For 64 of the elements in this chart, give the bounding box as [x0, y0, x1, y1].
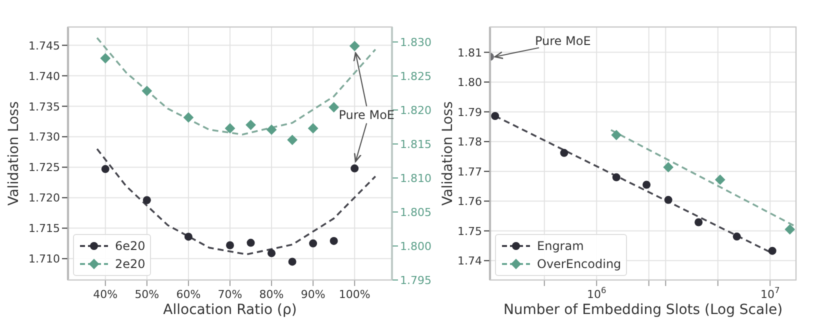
x-axis-title: Number of Embedding Slots (Log Scale): [503, 302, 783, 318]
point: [350, 164, 359, 172]
y-axis-title: Validation Loss: [6, 101, 22, 206]
point: [142, 86, 152, 96]
y-tick-label: 1.745: [28, 39, 60, 52]
y-tick-label: 1.78: [458, 136, 482, 149]
x-tick-label: 70%: [218, 288, 242, 301]
y-tick-label: 1.720: [28, 192, 60, 205]
y-tick-label: 1.740: [28, 70, 60, 83]
x-axis-title: Allocation Ratio (ρ): [163, 302, 297, 318]
y-tick-label: 1.76: [458, 195, 482, 208]
y2-tick-label: 1.825: [400, 70, 432, 83]
point: [246, 120, 256, 130]
point: [224, 123, 236, 134]
point: [309, 239, 318, 248]
y-tick-label: 1.725: [28, 161, 60, 174]
annotation: Pure MoE: [535, 34, 591, 48]
x-tick-label: 10$^{6}$: [586, 285, 606, 301]
y2-tick-label: 1.820: [400, 104, 432, 117]
point: [226, 241, 234, 250]
x-tick-label: 100%: [338, 288, 370, 301]
y-tick-label: 1.75: [458, 224, 482, 238]
point: [268, 249, 276, 258]
x-tick-label: 60%: [176, 288, 201, 301]
x-tick-label: 40%: [93, 288, 118, 301]
y-tick-label: 1.80: [458, 76, 482, 90]
y-tick-label: 1.710: [28, 252, 60, 266]
legend-label: 6e20: [115, 239, 146, 253]
x-tick-label: 80%: [259, 288, 284, 301]
legend-label: Engram: [537, 239, 584, 253]
y2-tick-label: 1.805: [400, 206, 432, 219]
point: [308, 123, 318, 134]
point: [328, 102, 340, 112]
y2-tick-label: 1.800: [400, 240, 432, 253]
annotation: Pure MoE: [338, 108, 395, 122]
y-tick-label: 1.715: [28, 222, 60, 236]
point: [142, 196, 151, 204]
point: [349, 40, 360, 52]
point: [246, 238, 255, 247]
legend-label: 2e20: [115, 257, 146, 271]
x-tick-label: 90%: [300, 288, 326, 301]
y-tick-label: 1.79: [458, 106, 482, 119]
y2-tick-label: 1.830: [400, 36, 432, 49]
point: [287, 134, 298, 146]
y-tick-label: 1.74: [458, 254, 482, 268]
y-tick-label: 1.730: [28, 130, 60, 144]
y-tick-label: 1.735: [28, 100, 60, 114]
point: [288, 258, 296, 266]
y2-tick-label: 1.795: [400, 274, 432, 287]
y-tick-label: 1.81: [458, 46, 482, 60]
y2-tick-label: 1.810: [400, 172, 432, 185]
y-axis-title: Validation Loss: [440, 101, 456, 206]
point: [266, 124, 277, 135]
x-tick-label: 50%: [134, 288, 160, 301]
y2-tick-label: 1.815: [400, 138, 432, 151]
x-tick-label: 10$^{7}$: [760, 285, 780, 301]
legend-label: OverEncoding: [537, 257, 622, 271]
line-series: [96, 148, 376, 256]
point: [183, 112, 194, 123]
point: [101, 165, 110, 174]
y-tick-label: 1.77: [458, 165, 482, 178]
point: [184, 232, 192, 241]
point: [100, 53, 111, 64]
point: [330, 236, 338, 245]
